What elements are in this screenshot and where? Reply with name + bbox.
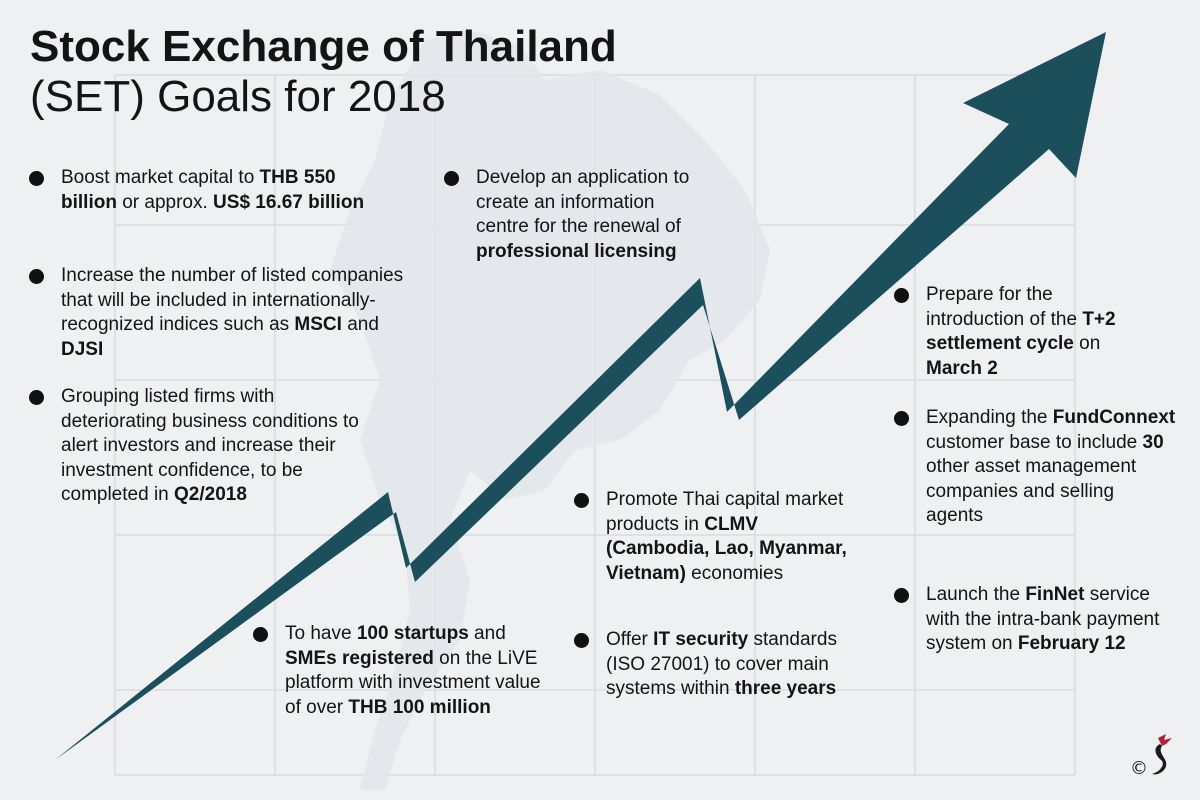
- goal-text: Promote Thai capital market products in …: [606, 489, 847, 584]
- goal-text: Prepare for the introduction of the T+2 …: [926, 284, 1116, 379]
- goal-highlight: US$ 16.67 billion: [213, 191, 365, 213]
- goal-text-run: Develop an application to create an info…: [476, 167, 690, 237]
- goal-highlight: CLMV (Cambodia, Lao, Myanmar, Vietnam): [606, 513, 847, 584]
- goal-text: Increase the number of listed companies …: [61, 265, 403, 360]
- goal-highlight: FundConnext: [1052, 407, 1176, 428]
- goal-text-run: economies: [685, 562, 784, 584]
- bullet-dot: [29, 171, 44, 186]
- goal-highlight: IT security: [653, 629, 749, 650]
- goal-bullet-listed-companies: Increase the number of listed companies …: [29, 264, 421, 362]
- goal-text: Expanding the FundConnext customer base …: [926, 407, 1175, 526]
- goal-bullet-settlement: Prepare for the introduction of the T+2 …: [894, 283, 1156, 381]
- goal-highlight: 100 startups: [356, 623, 469, 644]
- goal-bullet-finnet: Launch the FinNet service with the intra…: [894, 583, 1171, 657]
- goal-text-run: Offer: [606, 629, 654, 650]
- bullet-dot: [29, 269, 44, 284]
- goal-text-run: Grouping listed firms with deteriorating…: [61, 386, 359, 505]
- goal-bullet-market-capital: Boost market capital to THB 550 billion …: [29, 166, 371, 215]
- goal-text: Offer IT security standards (ISO 27001) …: [606, 629, 837, 699]
- goal-highlight: THB 550 billion: [61, 167, 336, 213]
- goal-text-run: Expanding the: [926, 407, 1053, 428]
- goal-text-run: on the LiVE platform with investment val…: [285, 647, 541, 718]
- goal-highlight: February 12: [1017, 633, 1126, 654]
- bullet-dot: [29, 390, 44, 405]
- goal-highlight: three years: [734, 678, 837, 699]
- growth-arrow: [55, 32, 1106, 760]
- goal-text-run: on: [1073, 333, 1101, 354]
- goal-bullet-it-security: Offer IT security standards (ISO 27001) …: [574, 628, 871, 702]
- goal-text-run: or approx.: [116, 191, 214, 213]
- goal-bullet-grouping-firms: Grouping listed firms with deteriorating…: [29, 385, 361, 508]
- goal-highlight: T+2 settlement cycle: [926, 308, 1116, 355]
- goal-text-run: service with the intra-bank payment syst…: [926, 584, 1160, 654]
- bullet-dot: [253, 627, 268, 642]
- bullet-dot: [574, 493, 589, 508]
- goal-highlight: FinNet: [1025, 584, 1085, 605]
- goal-highlight: March 2: [926, 357, 998, 379]
- bullet-dot: [444, 171, 459, 186]
- goal-text-run: and: [341, 314, 379, 335]
- goal-text-run: other asset management companies and sel…: [926, 456, 1137, 526]
- bird-body: [1152, 744, 1167, 775]
- goal-text: Develop an application to create an info…: [476, 167, 689, 262]
- goal-text-run: standards (ISO 27001) to cover main syst…: [606, 629, 837, 699]
- goal-text-run: Increase the number of listed companies …: [61, 265, 404, 335]
- goal-text-run: customer base to include: [926, 431, 1143, 453]
- goal-text-run: Launch the: [926, 584, 1026, 605]
- goal-text-run: Promote Thai capital market products in: [606, 489, 844, 535]
- goal-text: To have 100 startups and SMEs registered…: [285, 623, 541, 718]
- bird-head: [1158, 734, 1172, 746]
- goal-text: Grouping listed firms with deteriorating…: [61, 386, 359, 505]
- goal-highlight: 30: [1142, 431, 1164, 453]
- goal-text: Launch the FinNet service with the intra…: [926, 584, 1159, 654]
- goal-bullet-fundconnext: Expanding the FundConnext customer base …: [894, 406, 1176, 529]
- bullet-dot: [894, 411, 909, 426]
- goal-highlight: THB 100 million: [348, 696, 491, 718]
- goal-bullet-application: Develop an application to create an info…: [444, 166, 711, 264]
- thailand-map-silhouette: [330, 30, 770, 790]
- title-line-1: Stock Exchange of Thailand: [30, 22, 617, 71]
- goal-bullet-startups: To have 100 startups and SMEs registered…: [253, 622, 560, 720]
- bullet-dot: [894, 588, 909, 603]
- bird-copyright-icon: ©: [1130, 734, 1172, 779]
- goal-text-run: To have: [285, 623, 357, 644]
- goal-text-run: Prepare for the introduction of the: [926, 284, 1083, 330]
- goal-highlight: professional licensing: [476, 240, 677, 262]
- goal-highlight: MSCI: [294, 314, 342, 335]
- page-title: Stock Exchange of Thailand (SET) Goals f…: [30, 22, 617, 122]
- goal-text-run: Boost market capital to: [61, 167, 260, 188]
- title-line-2: (SET) Goals for 2018: [30, 72, 446, 121]
- goal-highlight: Q2/2018: [174, 484, 247, 505]
- goal-text-run: and: [468, 623, 506, 644]
- bullet-dot: [894, 288, 909, 303]
- goal-highlight: DJSI: [61, 338, 104, 360]
- bullet-dot: [574, 633, 589, 648]
- goal-bullet-clmv: Promote Thai capital market products in …: [574, 488, 856, 586]
- copyright-symbol: ©: [1130, 758, 1148, 779]
- goal-text: Boost market capital to THB 550 billion …: [61, 167, 364, 213]
- goal-highlight: SMEs registered: [285, 647, 434, 669]
